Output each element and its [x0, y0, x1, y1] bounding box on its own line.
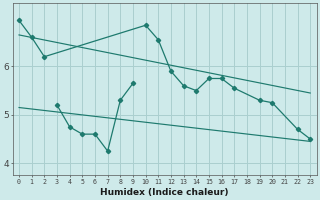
X-axis label: Humidex (Indice chaleur): Humidex (Indice chaleur) — [100, 188, 229, 197]
